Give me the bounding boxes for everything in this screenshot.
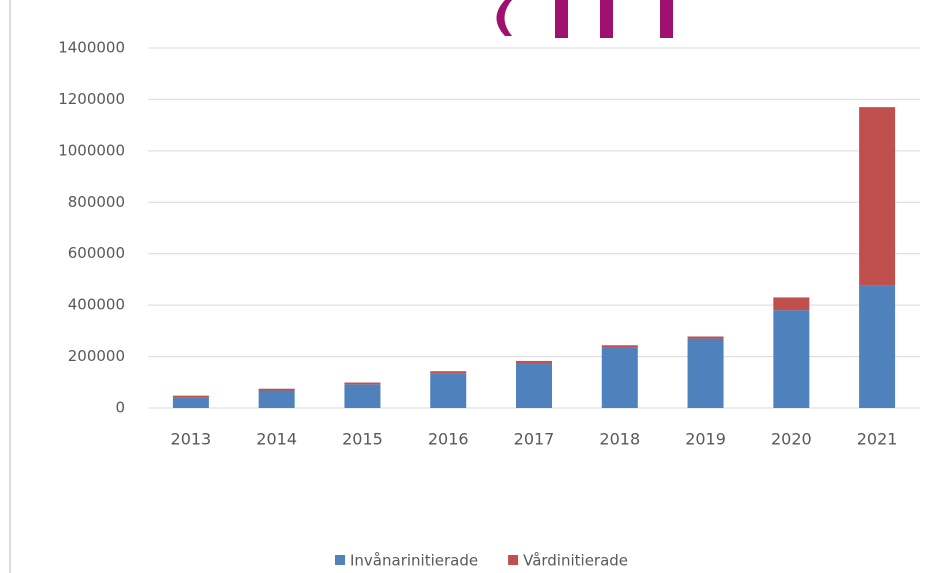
x-tick-label: 2018 — [599, 430, 640, 449]
bar-segment — [258, 390, 295, 408]
bar-segment — [687, 338, 724, 408]
bar-segment — [859, 285, 896, 408]
x-tick-label: 2016 — [428, 430, 469, 449]
bar-segment — [687, 336, 724, 339]
y-tick-label: 1200000 — [58, 90, 125, 108]
bar-segment — [172, 397, 209, 408]
legend-swatch — [335, 555, 345, 565]
x-tick-label: 2014 — [256, 430, 297, 449]
legend-label: Invånarinitierade — [350, 552, 478, 570]
x-tick-label: 2021 — [857, 430, 898, 449]
bar-segment — [172, 395, 209, 398]
y-tick-label: 800000 — [68, 193, 125, 211]
bar-segment — [601, 345, 638, 348]
y-tick-label: 400000 — [68, 296, 125, 314]
bar-segment — [516, 363, 552, 408]
x-tick-label: 2020 — [771, 430, 812, 449]
bar-segment — [859, 107, 896, 286]
bar-segment — [344, 382, 381, 385]
x-tick-label: 2015 — [342, 430, 383, 449]
bar-segment — [430, 371, 467, 374]
bar-segment — [430, 373, 467, 408]
x-tick-label: 2013 — [171, 430, 212, 449]
y-tick-label: 200000 — [68, 347, 125, 365]
legend-label: Vårdinitierade — [523, 552, 628, 570]
x-tick-label: 2017 — [514, 430, 555, 449]
bar-segment — [773, 310, 810, 408]
bar-segment — [773, 297, 810, 311]
legend-swatch — [508, 555, 519, 565]
bar-segment — [601, 347, 638, 408]
y-tick-label: 1400000 — [58, 39, 125, 57]
y-tick-label: 1000000 — [58, 141, 125, 159]
y-tick-label: 600000 — [68, 244, 125, 262]
bar-segment — [344, 384, 381, 408]
cropped-title — [496, 0, 673, 38]
bar-segment — [516, 360, 552, 363]
y-tick-label: 0 — [115, 399, 125, 417]
bar-segment — [258, 388, 295, 391]
x-tick-label: 2019 — [685, 430, 726, 449]
